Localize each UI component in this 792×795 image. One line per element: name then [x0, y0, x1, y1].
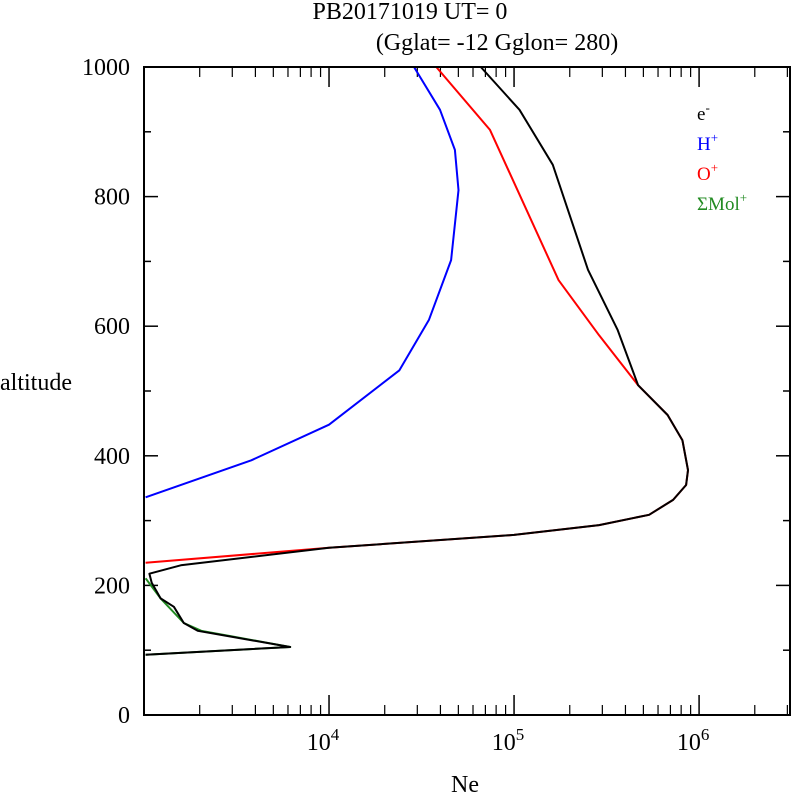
- y-tick-label: 400: [94, 444, 130, 470]
- x-tick-label: 105: [492, 725, 524, 756]
- legend-entry: ΣMol+: [697, 190, 747, 215]
- y-axis-label: altitude: [0, 370, 72, 396]
- y-tick-label: 200: [94, 573, 130, 599]
- series-line-0: [145, 66, 689, 656]
- y-tick-label: 800: [94, 185, 130, 211]
- x-axis-label: Ne: [451, 772, 479, 795]
- series-line-1: [145, 66, 460, 499]
- plot-frame: [143, 66, 791, 716]
- x-tick-label: 106: [677, 725, 710, 756]
- y-tick-label: 0: [118, 703, 130, 729]
- chart-title: PB20171019 UT= 0: [313, 0, 508, 25]
- x-tick-label: 104: [307, 725, 340, 756]
- legend-entry: O+: [697, 160, 718, 185]
- series-line-2: [145, 66, 689, 564]
- legend-entry: e-: [697, 100, 710, 125]
- y-tick-label: 600: [94, 314, 130, 340]
- chart-subtitle: (Gglat= -12 Gglon= 280): [376, 30, 618, 56]
- legend-entry: H+: [697, 130, 718, 155]
- y-tick-label: 1000: [82, 55, 130, 81]
